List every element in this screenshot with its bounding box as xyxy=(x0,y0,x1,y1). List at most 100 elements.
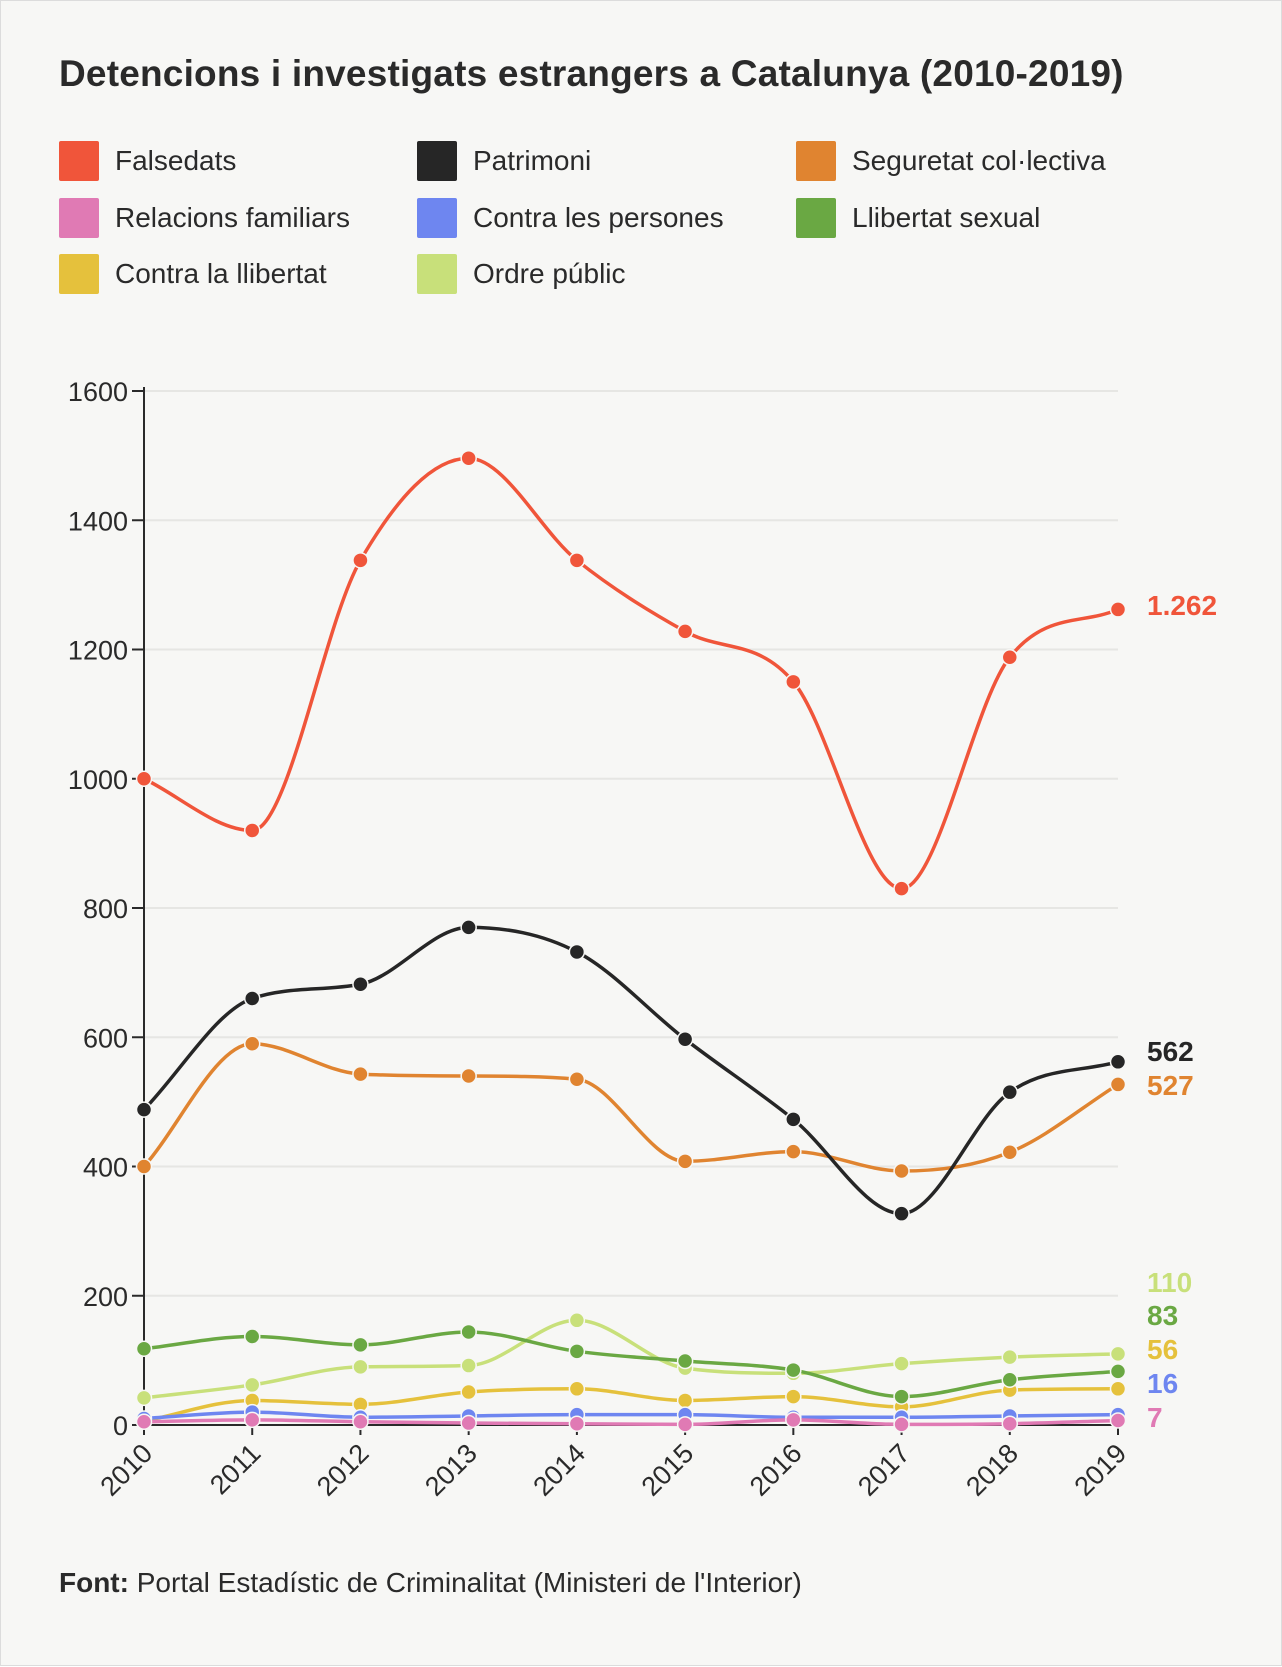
source-text: Portal Estadístic de Criminalitat (Minis… xyxy=(136,1567,802,1598)
data-point xyxy=(568,1380,586,1398)
data-point xyxy=(1109,1076,1127,1093)
data-point xyxy=(243,1376,261,1394)
legend-item-ordre-public: Ordre públic xyxy=(417,254,626,294)
data-point xyxy=(893,1162,910,1180)
source-footer: Font: Portal Estadístic de Criminalitat … xyxy=(59,1567,1239,1599)
x-tick-label: 2015 xyxy=(636,1438,700,1502)
end-value-label: 562 xyxy=(1147,1036,1194,1067)
series-patrimoni xyxy=(135,919,1127,1222)
source-label: Font: xyxy=(59,1567,129,1598)
legend-swatch xyxy=(59,254,99,294)
end-value-label: 527 xyxy=(1147,1070,1194,1101)
series-line xyxy=(142,925,1119,1216)
data-point xyxy=(676,1392,694,1409)
data-point xyxy=(135,1340,153,1357)
data-point xyxy=(243,1411,261,1429)
data-point xyxy=(135,770,153,787)
x-tick-label: 2016 xyxy=(744,1438,808,1502)
series-ordre-public xyxy=(135,1312,1127,1407)
legend-item-relacions-familiars: Relacions familiars xyxy=(59,198,350,238)
x-tick-label: 2013 xyxy=(419,1438,483,1502)
data-point xyxy=(1109,1345,1127,1363)
data-point xyxy=(135,1413,153,1431)
data-point xyxy=(893,1205,910,1222)
data-point xyxy=(785,1388,802,1405)
y-tick-label: 200 xyxy=(83,1282,128,1312)
data-point xyxy=(243,1035,261,1052)
end-value-label: 83 xyxy=(1147,1300,1178,1331)
data-point xyxy=(1001,1144,1019,1161)
end-value-label: 7 xyxy=(1147,1402,1163,1433)
y-tick-label: 400 xyxy=(83,1153,128,1183)
data-point xyxy=(893,1388,910,1405)
legend-swatch xyxy=(59,141,99,181)
legend-item-falsedats: Falsedats xyxy=(59,141,236,181)
data-point xyxy=(1109,1363,1127,1380)
y-tick-label: 0 xyxy=(113,1411,128,1441)
x-tick-label: 2019 xyxy=(1069,1438,1133,1502)
data-point xyxy=(460,1357,477,1374)
y-tick-label: 1400 xyxy=(68,506,128,536)
legend-swatch xyxy=(417,141,457,181)
data-point xyxy=(1109,1053,1127,1071)
x-tick-label: 2011 xyxy=(204,1438,266,1500)
data-point xyxy=(676,1153,694,1170)
x-tick-label: 2017 xyxy=(852,1438,916,1502)
data-point xyxy=(568,1071,586,1088)
series-line xyxy=(143,1387,1119,1423)
legend-item-contra-les-persones: Contra les persones xyxy=(417,198,724,238)
legend-item-contra-la-llibertat: Contra la llibertat xyxy=(59,254,327,294)
series-falsedats xyxy=(135,449,1127,897)
legend-label: Patrimoni xyxy=(473,145,592,176)
end-value-label: 56 xyxy=(1147,1334,1178,1365)
chart-title: Detencions i investigats estrangers a Ca… xyxy=(59,53,1124,94)
legend-label: Falsedats xyxy=(115,145,237,176)
data-point xyxy=(135,1389,153,1407)
data-point xyxy=(893,1416,910,1433)
series-seguretat-col-lectiva xyxy=(135,1035,1127,1180)
data-point xyxy=(352,1065,369,1083)
series-llibertat-sexual xyxy=(135,1323,1127,1405)
data-point xyxy=(243,822,261,839)
data-point xyxy=(243,1328,261,1345)
y-tick-label: 600 xyxy=(83,1023,128,1053)
x-tick-label: 2018 xyxy=(960,1438,1024,1502)
data-point xyxy=(785,1411,802,1429)
data-point xyxy=(785,1361,802,1379)
legend-label: Ordre públic xyxy=(473,258,626,289)
data-point xyxy=(352,552,369,569)
series-relacions-familiars xyxy=(135,1411,1127,1433)
y-tick-label: 1000 xyxy=(68,765,128,795)
data-point xyxy=(676,1352,694,1370)
y-tick-label: 800 xyxy=(83,894,128,924)
legend-label: Llibertat sexual xyxy=(852,202,1041,233)
data-point xyxy=(785,1143,802,1160)
data-point xyxy=(1001,1083,1019,1101)
data-point xyxy=(460,1383,477,1401)
data-point xyxy=(1109,601,1127,618)
x-tick-label: 2010 xyxy=(95,1438,159,1502)
series-line xyxy=(143,1330,1119,1399)
data-point xyxy=(1001,649,1019,666)
data-point xyxy=(243,990,261,1007)
x-tick-label: 2014 xyxy=(527,1438,591,1502)
legend-label: Contra la llibertat xyxy=(115,258,327,289)
legend: Falsedats Patrimoni Seguretat col·lectiv… xyxy=(59,141,1239,311)
series-line xyxy=(143,1410,1119,1421)
data-point xyxy=(135,1101,153,1118)
series-line xyxy=(143,1318,1119,1400)
data-point xyxy=(1109,1412,1127,1429)
data-point xyxy=(460,1414,477,1432)
series-line xyxy=(143,1418,1119,1427)
data-point xyxy=(1001,1415,1019,1432)
data-point xyxy=(568,1312,586,1329)
x-tick-label: 2012 xyxy=(311,1438,375,1502)
end-value-label: 16 xyxy=(1147,1368,1178,1399)
legend-swatch xyxy=(796,198,836,238)
legend-item-patrimoni: Patrimoni xyxy=(417,141,591,181)
data-point xyxy=(352,1336,369,1354)
legend-item-seguretat-collectiva: Seguretat col·lectiva xyxy=(796,141,1106,181)
legend-label: Relacions familiars xyxy=(115,202,350,233)
